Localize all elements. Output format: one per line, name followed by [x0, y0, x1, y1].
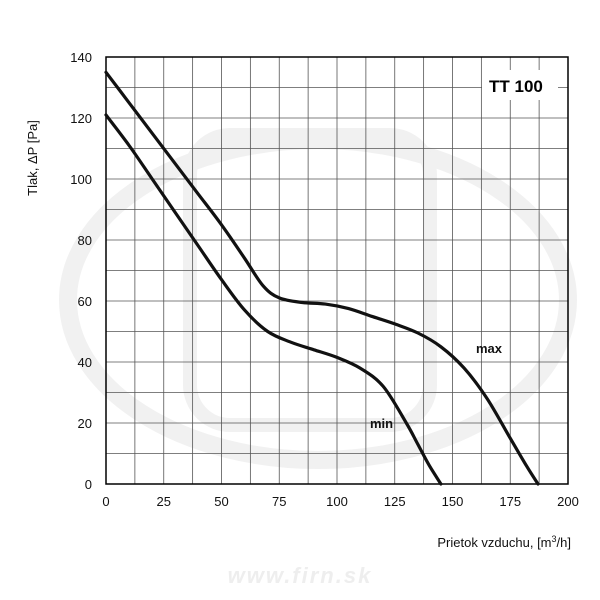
x-tick-label: 25 — [157, 494, 171, 509]
y-tick-label: 40 — [78, 355, 92, 370]
series-line-min — [104, 113, 443, 486]
series-line-max — [104, 70, 540, 486]
x-tick-label: 150 — [442, 494, 464, 509]
y-tick-labels: 0 20 40 60 80 100 120 140 — [70, 50, 92, 492]
y-axis-label: Tlak, ΔP [Pa] — [25, 120, 40, 196]
x-tick-label: 50 — [214, 494, 228, 509]
series-layer — [104, 70, 540, 486]
grid — [105, 56, 569, 485]
y-tick-label: 100 — [70, 172, 92, 187]
y-tick-label: 140 — [70, 50, 92, 65]
title-box — [482, 70, 558, 100]
y-tick-label: 20 — [78, 416, 92, 431]
x-tick-label: 175 — [499, 494, 521, 509]
x-tick-label: 100 — [326, 494, 348, 509]
series-label-min: min — [370, 416, 393, 431]
chart-title: TT 100 — [489, 77, 543, 96]
y-tick-label: 0 — [85, 477, 92, 492]
plot-frame — [105, 56, 569, 485]
x-tick-label: 75 — [272, 494, 286, 509]
x-tick-label: 200 — [557, 494, 579, 509]
x-axis-label: Prietok vzduchu, [m3/h] — [437, 534, 571, 550]
x-tick-label: 125 — [384, 494, 406, 509]
x-tick-labels: 0 25 50 75 100 125 150 175 200 — [102, 494, 578, 509]
x-tick-label: 0 — [102, 494, 109, 509]
series-label-max: max — [476, 341, 503, 356]
y-tick-label: 60 — [78, 294, 92, 309]
y-tick-label: 80 — [78, 233, 92, 248]
y-tick-label: 120 — [70, 111, 92, 126]
watermark-text: www.firn.sk — [228, 563, 373, 588]
